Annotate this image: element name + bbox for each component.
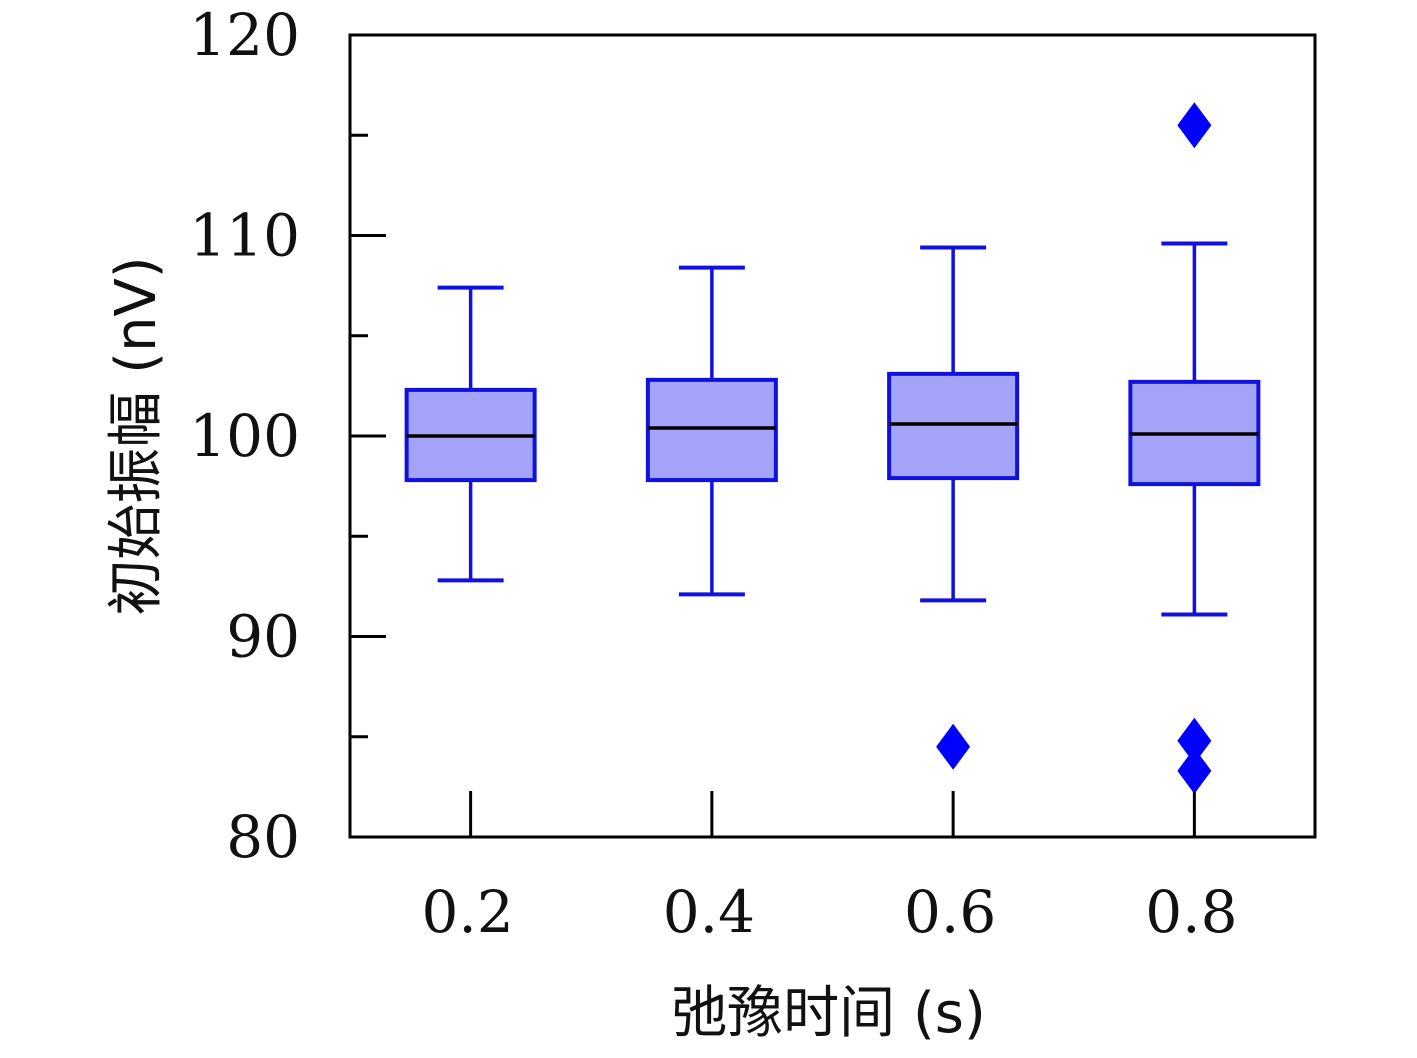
box-group bbox=[1128, 102, 1261, 794]
x-tick-label: 0.2 bbox=[422, 878, 514, 946]
box-group bbox=[404, 285, 537, 583]
x-tick-label: 0.8 bbox=[1145, 878, 1237, 946]
y-tick-label: 110 bbox=[189, 202, 300, 270]
axes: 80 90 100 110 120 0.2 0.4 0.6 0.8 bbox=[189, 1, 1237, 946]
y-tick-label: 100 bbox=[189, 402, 300, 470]
y-tick-label: 90 bbox=[226, 603, 300, 671]
outlier-marker bbox=[936, 723, 971, 770]
box-group bbox=[887, 245, 1020, 770]
y-tick-label: 80 bbox=[226, 803, 300, 871]
plot-marks bbox=[404, 102, 1261, 794]
y-tick-label: 120 bbox=[189, 1, 300, 69]
x-axis-label: 弛豫时间 (s) bbox=[671, 981, 986, 1046]
x-tick-label: 0.6 bbox=[904, 878, 996, 946]
y-axis-label: 初始振幅 (nV) bbox=[104, 256, 169, 615]
iqr-box bbox=[887, 371, 1020, 481]
x-tick-label: 0.4 bbox=[663, 878, 755, 946]
outlier-marker bbox=[1177, 747, 1212, 794]
outlier-marker bbox=[1177, 717, 1212, 764]
outlier-marker bbox=[1177, 102, 1212, 149]
box-group bbox=[645, 265, 778, 597]
iqr-box bbox=[645, 377, 778, 483]
